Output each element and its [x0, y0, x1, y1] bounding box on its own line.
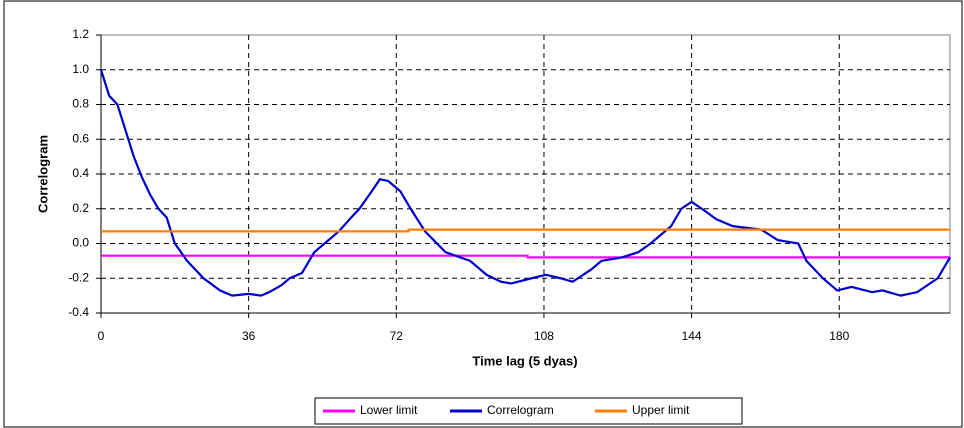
y-axis-label: Correlogram — [35, 135, 50, 213]
x-tick-label: 144 — [682, 329, 702, 343]
y-tick-label: -0.4 — [68, 305, 89, 319]
legend-label: Lower limit — [360, 403, 418, 417]
series-line — [99, 69, 951, 297]
y-tick-label: 0.4 — [72, 166, 89, 180]
x-axis-label: Time lag (5 dyas) — [472, 353, 577, 368]
series-line — [101, 254, 950, 259]
series-line — [101, 228, 950, 233]
y-tick-label: 0.0 — [72, 236, 89, 250]
y-tick-label: 0.2 — [72, 201, 89, 215]
y-tick-label: 1.2 — [72, 27, 89, 41]
legend-label: Upper limit — [632, 403, 690, 417]
x-tick-label: 36 — [242, 329, 256, 343]
x-tick-label: 72 — [390, 329, 404, 343]
y-tick-label: 0.6 — [72, 131, 89, 145]
x-tick-label: 0 — [98, 329, 105, 343]
y-tick-label: -0.2 — [68, 270, 89, 284]
x-tick-label: 180 — [829, 329, 849, 343]
legend — [314, 397, 743, 425]
y-tick-label: 0.8 — [72, 97, 89, 111]
y-tick-label: 1.0 — [72, 62, 89, 76]
legend-label: Correlogram — [487, 403, 554, 417]
x-tick-label: 108 — [534, 329, 554, 343]
